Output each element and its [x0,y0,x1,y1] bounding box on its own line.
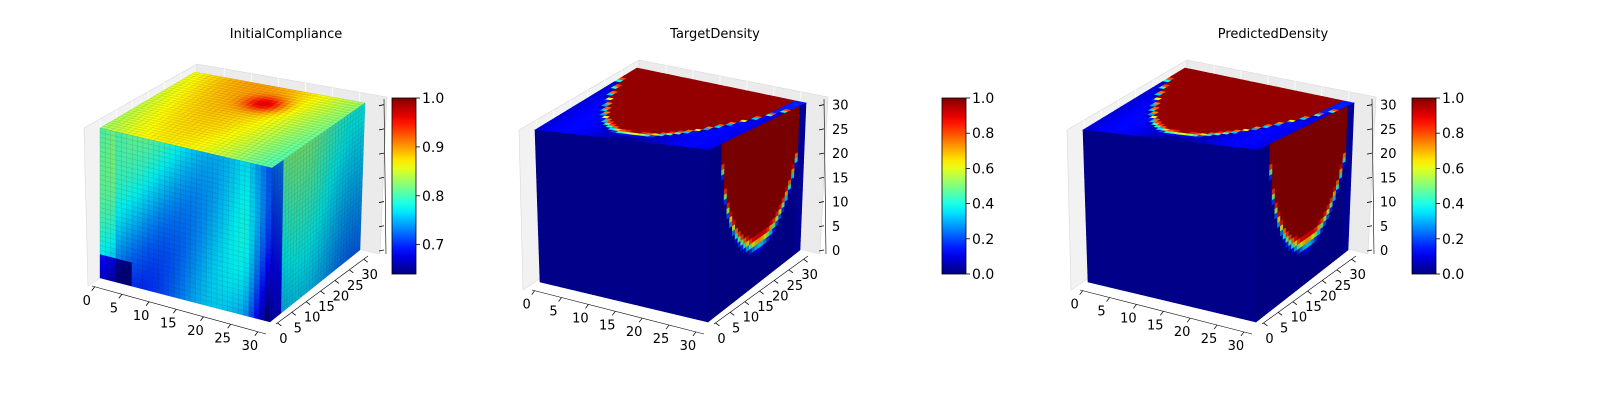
colorbar: 0.7 0.8 0.9 1.0 [391,91,444,275]
voxel-cell [671,145,678,152]
colorbar-tick-label: 0.7 [422,238,444,254]
y-tick-label: 5 [294,321,302,336]
x-tick-mark [254,331,259,336]
voxel-cell [665,149,673,157]
voxel-cell [592,289,599,297]
voxel-cell [665,306,672,314]
x-tick-mark [227,324,231,329]
voxel-cell [649,142,656,150]
y-tick-mark [349,269,354,274]
voxel-cell [644,142,651,149]
y-tick-label: 30 [361,268,378,283]
voxel-cell [649,147,656,155]
voxel-cell [597,290,604,298]
voxel-cell [634,299,641,307]
x-tick-mark [118,294,123,299]
voxel-cell [607,292,614,300]
voxel-cell [649,302,656,310]
voxel-cell [560,281,567,289]
voxel-cell [581,286,588,294]
voxel-cell [644,147,651,154]
voxel-cell [655,148,662,156]
x-tick-label: 30 [242,339,259,354]
x-tick-label: 0 [83,294,91,309]
chart-title: InitialCompliance [230,27,343,42]
voxel-cell [655,303,662,312]
voxel-cell [544,278,551,285]
y-tick-mark [363,258,368,263]
voxel-cell [644,301,651,309]
voxel-cell [539,276,546,284]
voxel-cell [550,279,557,287]
top-face [99,71,366,169]
voxel-cell [555,280,562,288]
x-tick-mark [172,309,177,314]
chart-title: TargetDensity [669,27,760,42]
x-tick-label: 25 [214,331,231,346]
x-tick-label: 5 [110,301,118,316]
voxel-cell [660,149,667,156]
voxel-cell [660,144,667,151]
voxel-cell [623,296,630,304]
voxel-cube [99,71,366,323]
y-tick-mark [334,280,340,284]
y-tick-mark [305,301,311,306]
x-tick-label: 15 [160,316,177,331]
voxel-cell [627,140,634,147]
voxel-cell [628,297,635,305]
x-tick-mark [145,301,150,306]
voxel-cell [618,295,625,303]
voxel-cell [622,139,629,147]
voxel-cell [633,140,640,148]
x-tick-label: 10 [133,309,150,324]
x-tick-mark [91,286,96,291]
voxel-cell [638,141,645,148]
voxel-cell [602,291,609,299]
voxel-cell [613,294,620,302]
y-tick-mark [320,290,325,295]
voxel-cell [576,285,583,293]
voxel-cell [665,144,673,152]
voxel-cell [671,155,678,163]
voxel-cube [534,67,807,323]
colorbar-tick-label: 1.0 [422,91,444,107]
voxel-cell [565,283,572,290]
x-tick-mark [200,316,204,321]
y-tick-mark [291,311,297,316]
voxel-cell [571,284,578,292]
voxel-cell [655,143,662,150]
voxel-cell [671,150,678,158]
colorbar-tick-label: 0.9 [422,140,444,156]
front-face [534,129,711,323]
y-tick-mark [277,322,282,327]
colorbar-gradient [391,97,417,275]
voxel-cell [660,305,667,313]
voxel-cell [665,155,672,162]
voxel-cell [639,300,646,308]
x-tick-label: 20 [187,324,204,339]
y-tick-label: 0 [279,332,287,347]
colorbar-tick-label: 0.8 [422,189,444,205]
voxel-cell [586,287,593,295]
